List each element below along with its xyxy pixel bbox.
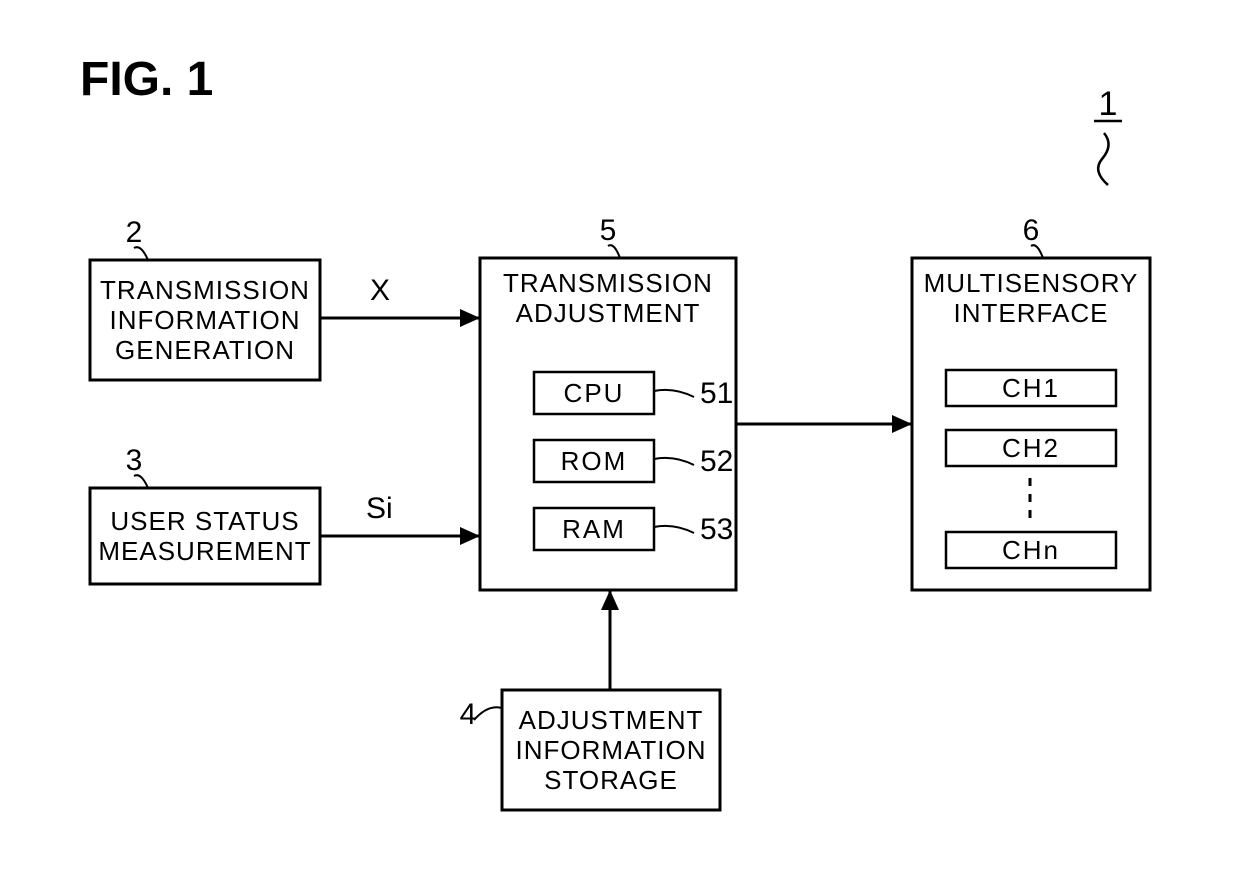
adj-sub-cpu-ref: 51 [700, 377, 733, 410]
transmission-adjustment-title-1: ADJUSTMENT [516, 298, 701, 328]
iface-chn-label: CHn [1002, 535, 1060, 565]
user-status-measurement-label-line0: USER STATUS [110, 506, 299, 536]
leader-curve [134, 475, 148, 488]
iface-ch2-label: CH2 [1002, 433, 1060, 463]
transmission-info-generation-ref-number: 2 [126, 216, 143, 249]
leader-curve [134, 247, 148, 260]
user-status-measurement-ref-number: 3 [126, 444, 143, 477]
arrow-user-to-adj-head [460, 527, 480, 545]
multisensory-interface-title-0: MULTISENSORY [924, 268, 1139, 298]
user-status-measurement-label-line1: MEASUREMENT [98, 536, 311, 566]
arrow-user-to-adj-label: Si [366, 492, 393, 525]
system-ref-number: 1 [1099, 85, 1118, 123]
arrow-gen-to-adj-label: X [370, 274, 390, 307]
figure-label: FIG. 1 [80, 53, 213, 106]
adj-sub-ram-ref: 53 [700, 513, 733, 546]
multisensory-interface-ref-number: 6 [1023, 214, 1040, 247]
leader-curve [1031, 245, 1043, 258]
transmission-adjustment-title-0: TRANSMISSION [503, 268, 713, 298]
adjustment-info-storage-ref-number: 4 [460, 698, 477, 731]
system-ref-squiggle [1098, 133, 1108, 185]
leader-curve [654, 526, 694, 533]
adj-sub-rom-label: ROM [561, 446, 628, 476]
adj-sub-rom-ref: 52 [700, 445, 733, 478]
transmission-adjustment-ref-number: 5 [600, 214, 617, 247]
arrow-adj-to-iface-head [892, 415, 912, 433]
leader-curve [654, 390, 694, 397]
leader-curve [474, 707, 502, 720]
leader-curve [608, 245, 620, 258]
adjustment-info-storage-label-1: INFORMATION [515, 735, 706, 765]
arrow-store-to-adj-head [601, 590, 619, 610]
multisensory-interface-title-1: INTERFACE [954, 298, 1109, 328]
transmission-info-generation-label-line1: INFORMATION [109, 305, 300, 335]
adjustment-info-storage-label-2: STORAGE [544, 765, 678, 795]
transmission-info-generation-label-line0: TRANSMISSION [100, 275, 310, 305]
adjustment-info-storage-label-0: ADJUSTMENT [519, 705, 704, 735]
adj-sub-ram-label: RAM [562, 514, 626, 544]
iface-ch1-label: CH1 [1002, 373, 1060, 403]
transmission-info-generation-label-line2: GENERATION [115, 335, 295, 365]
leader-curve [654, 458, 694, 465]
arrow-gen-to-adj-head [460, 309, 480, 327]
adj-sub-cpu-label: CPU [564, 378, 625, 408]
